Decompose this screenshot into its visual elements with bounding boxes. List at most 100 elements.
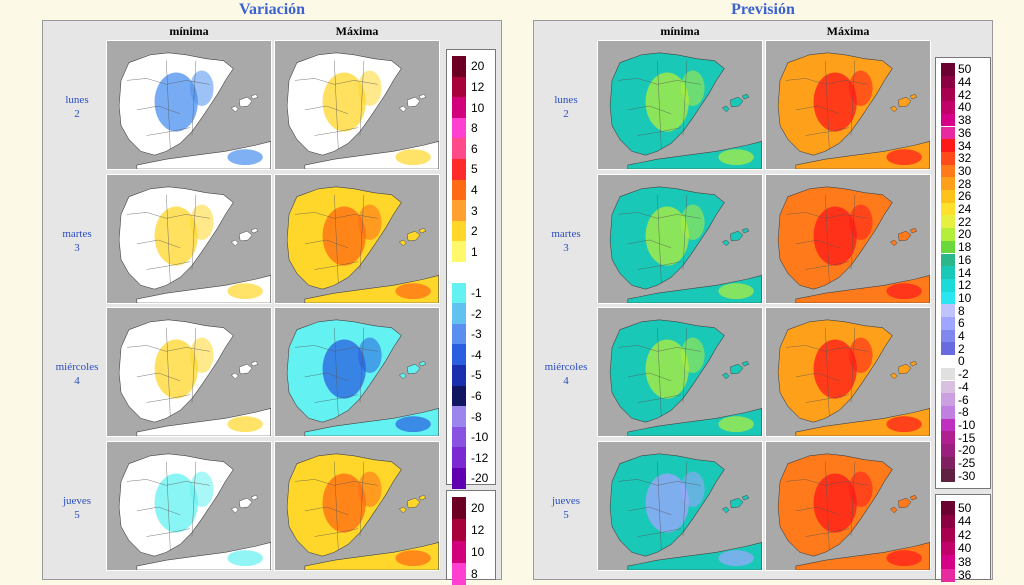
legend-swatch: [452, 117, 466, 139]
legend-label: 42: [958, 87, 972, 102]
balearic-island: [721, 506, 730, 514]
prevision-day-3: miércoles 4: [544, 361, 588, 387]
prevision-col-max: Máxima: [826, 24, 870, 38]
balearic-island: [398, 506, 407, 514]
temperature-anomaly-zone: [322, 339, 366, 399]
legend-swatch: [452, 323, 466, 345]
legend-swatch: [941, 456, 955, 470]
temperature-anomaly-zone: [322, 72, 366, 132]
legend-label: -8: [958, 405, 969, 420]
prevision-map-day1-min: [597, 40, 763, 170]
legend-swatch: [941, 164, 955, 178]
map-svg: [118, 52, 271, 169]
balearic-island: [729, 96, 744, 108]
map-svg: [777, 453, 930, 570]
map-svg: [777, 186, 930, 303]
balearic-island: [230, 372, 239, 380]
balearic-island: [721, 105, 730, 113]
legend-swatch: [941, 215, 955, 229]
legend-swatch: [941, 393, 955, 406]
legend-swatch: [452, 468, 466, 489]
legend-label: 44: [958, 75, 972, 90]
legend-swatch: [941, 177, 955, 190]
balearic-island: [238, 497, 253, 509]
legend-label: 32: [958, 151, 972, 166]
province-borders: [617, 60, 701, 150]
temperature-anomaly-zone: [848, 204, 873, 240]
legend-swatch: [452, 220, 466, 242]
balearic-island: [741, 227, 750, 234]
legend-label: 40: [958, 100, 972, 115]
balearic-island: [406, 497, 421, 509]
balearic-island: [250, 93, 259, 100]
province-borders: [126, 461, 210, 551]
variacion-day-2: martes 3: [62, 228, 92, 254]
temperature-anomaly-zone: [813, 72, 857, 132]
prevision-title: Previsión: [731, 1, 795, 18]
temperature-anomaly-zone: [680, 471, 705, 507]
temperature-anomaly-zone: [189, 204, 214, 240]
legend-swatch: [941, 190, 955, 203]
province-borders: [785, 194, 869, 284]
balearic-island: [909, 494, 918, 501]
map-svg: [118, 453, 271, 570]
legend-label: 24: [958, 202, 972, 217]
legend-swatch: [452, 519, 466, 541]
province-borders: [126, 60, 210, 150]
balearic-island: [897, 497, 912, 509]
balearic-island: [250, 227, 259, 234]
temperature-anomaly-zone: [395, 550, 431, 567]
temperature-anomaly-zone: [154, 339, 198, 399]
balearic-island: [398, 239, 407, 247]
province-borders: [126, 327, 210, 417]
legend-label: 10: [471, 545, 485, 559]
legend-label: -10: [958, 417, 976, 432]
legend-swatch: [452, 138, 466, 159]
prevision-day-2: martes 3: [551, 228, 581, 254]
legend-label: 28: [958, 176, 972, 191]
legend-label: -20: [958, 443, 976, 458]
legend-swatch: [941, 304, 955, 317]
balearic-island: [238, 363, 253, 375]
province-borders: [785, 60, 869, 150]
legend-swatch: [941, 444, 955, 457]
map-svg: [609, 453, 762, 570]
balearic-island: [889, 239, 898, 247]
legend-swatch: [941, 367, 955, 381]
balearic-island: [729, 230, 744, 242]
balearic-island: [897, 230, 912, 242]
map-svg: [777, 319, 930, 436]
temperature-anomaly-zone: [227, 149, 263, 166]
balearic-island: [741, 360, 750, 367]
balearic-island: [721, 372, 730, 380]
temperature-anomaly-zone: [154, 206, 198, 266]
legend-swatch: [941, 380, 955, 394]
legend-swatch: [941, 514, 955, 528]
variacion-legend: 20 12 10 8 6 5 4 3 2 1 -1 -2 -3 -4 -5 -6 -8 -10 -12 -20: [446, 49, 496, 489]
map-svg: [286, 453, 439, 570]
legend-label: -2: [958, 367, 969, 382]
variacion-map-day1-max: [274, 40, 440, 170]
temperature-anomaly-zone: [154, 473, 198, 533]
legend-swatch: [452, 563, 466, 585]
legend-swatch: [941, 126, 955, 140]
temperature-anomaly-zone: [357, 204, 382, 240]
temperature-anomaly-zone: [680, 70, 705, 106]
temperature-anomaly-zone: [718, 416, 754, 433]
balearic-island: [741, 93, 750, 100]
legend-label: 2: [471, 224, 478, 239]
balearic-island: [909, 360, 918, 367]
legend-label: 8: [471, 121, 478, 136]
temperature-anomaly-zone: [645, 206, 689, 266]
balearic-island: [909, 93, 918, 100]
map-svg: [609, 52, 762, 169]
temperature-anomaly-zone: [395, 283, 431, 300]
temperature-anomaly-zone: [645, 72, 689, 132]
legend-swatch: [452, 385, 466, 407]
legend-label: 3: [471, 203, 478, 218]
legend-swatch: [941, 528, 955, 542]
legend-swatch: [941, 541, 955, 555]
prevision-map-day4-min: [597, 441, 763, 571]
province-borders: [294, 327, 378, 417]
legend-label: -30: [958, 468, 976, 483]
